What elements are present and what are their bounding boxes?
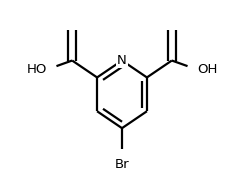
Text: OH: OH	[197, 63, 217, 76]
Text: HO: HO	[27, 63, 47, 76]
Text: N: N	[117, 54, 127, 67]
Text: Br: Br	[115, 158, 129, 171]
